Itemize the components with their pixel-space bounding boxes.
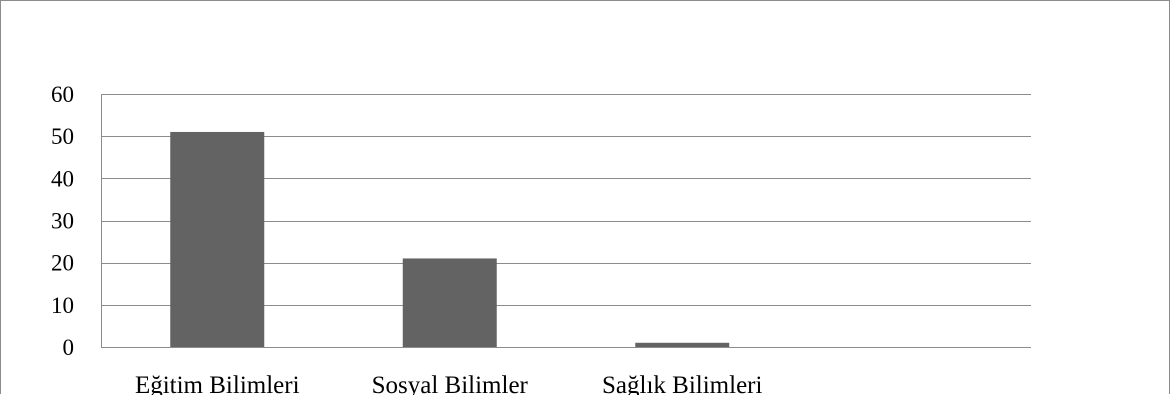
category-label: Sosyal Bilimler <box>372 372 529 395</box>
bars <box>170 131 730 347</box>
y-tick-label: 50 <box>51 124 74 149</box>
y-tick-label: 20 <box>51 251 74 276</box>
y-tick-label: 10 <box>51 293 74 318</box>
bar-2 <box>635 342 730 347</box>
category-label: Eğitim Bilimleri <box>135 372 300 395</box>
category-label: Sağlık Bilimleri <box>602 372 762 395</box>
y-tick-label: 30 <box>51 209 74 234</box>
category-labels: Eğitim Bilimleri Sosyal Bilimler Sağlık Bi… <box>135 372 763 395</box>
y-tick-label: 0 <box>63 335 75 360</box>
bar-1 <box>402 258 497 347</box>
y-tick-label: 40 <box>51 166 74 191</box>
y-tick-labels: 0 10 20 30 40 50 60 <box>51 82 74 360</box>
bar-0 <box>170 131 265 347</box>
y-tick-label: 60 <box>51 82 74 107</box>
